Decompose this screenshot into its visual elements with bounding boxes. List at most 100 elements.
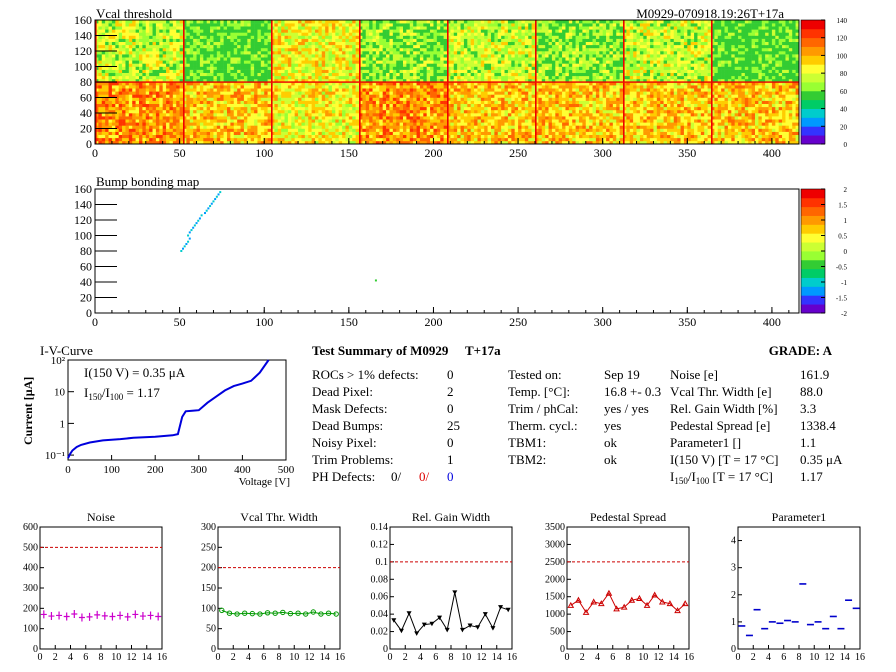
heatmap-cell (514, 106, 519, 111)
heatmap-cell (494, 26, 499, 30)
heatmap-cell (511, 128, 515, 132)
heatmap-cell (325, 29, 329, 33)
heatmap-cell (233, 134, 238, 139)
heatmap-cell (409, 125, 414, 129)
heatmap-cell (243, 44, 248, 49)
heatmap-cell (308, 116, 312, 120)
heatmap-cell (369, 128, 373, 132)
heatmap-cell (189, 140, 194, 145)
heatmap-cell (176, 97, 180, 101)
heatmap-cell (372, 125, 377, 129)
heatmap-cell (497, 72, 502, 77)
heatmap-cell (189, 23, 194, 27)
heatmap-cell (369, 23, 373, 27)
heatmap-cell (230, 131, 235, 135)
heatmap-cell (315, 91, 319, 95)
heatmap-cell (149, 88, 153, 92)
heatmap-cell (247, 100, 251, 104)
heatmap-cell (101, 47, 106, 52)
heatmap-cell (531, 97, 536, 101)
heatmap-cell (155, 32, 160, 36)
heatmap-cell (419, 44, 424, 49)
heatmap-cell (416, 82, 421, 86)
heatmap-cell (233, 82, 238, 86)
heatmap-cell (115, 122, 119, 126)
heatmap-cell (453, 54, 458, 58)
heatmap-cell (369, 20, 373, 24)
heatmap-cell (477, 97, 482, 101)
heatmap-cell (223, 106, 228, 111)
heatmap-cell (101, 103, 106, 108)
heatmap-cell (145, 78, 150, 83)
heatmap-cell (227, 69, 231, 73)
heatmap-cell (122, 106, 126, 111)
heatmap-cell (223, 97, 228, 101)
heatmap-cell (403, 97, 407, 101)
heatmap-cell (203, 134, 207, 139)
heatmap-cell (399, 51, 404, 55)
heatmap-cell (210, 100, 214, 104)
heatmap-cell (321, 128, 326, 132)
heatmap-cell (159, 82, 163, 86)
heatmap-cell (345, 63, 350, 67)
heatmap-cell (355, 100, 360, 104)
heatmap-cell (430, 26, 434, 30)
heatmap-cell (203, 41, 207, 46)
heatmap-cell (419, 85, 424, 89)
heatmap-cell (142, 26, 147, 30)
heatmap-cell (491, 140, 495, 145)
heatmap-cell (108, 100, 113, 104)
heatmap-cell (308, 44, 312, 49)
heatmap-cell (484, 91, 488, 95)
heatmap-cell (199, 35, 204, 39)
heatmap-cell (223, 44, 228, 49)
heatmap-cell (467, 88, 471, 92)
heatmap-cell (423, 66, 427, 70)
heatmap-cell (152, 103, 157, 108)
heatmap-cell (281, 109, 285, 114)
heatmap-cell (491, 131, 495, 135)
heatmap-cell (260, 119, 265, 123)
heatmap-cell (392, 103, 397, 108)
heatmap-cell (379, 131, 383, 135)
heatmap-cell (216, 66, 221, 70)
heatmap-cell (254, 38, 258, 42)
heatmap-cell (162, 109, 167, 114)
heatmap-cell (453, 78, 458, 83)
heatmap-cell (403, 131, 407, 135)
heatmap-cell (240, 137, 245, 142)
heatmap-cell (386, 23, 390, 27)
heatmap-cell (480, 51, 485, 55)
heatmap-cell (409, 119, 414, 123)
heatmap-cell (359, 41, 363, 46)
heatmap-cell (155, 20, 160, 24)
heatmap-cell (267, 23, 272, 27)
heatmap-cell (149, 44, 153, 49)
heatmap-cell (111, 69, 116, 73)
heatmap-cell (372, 88, 377, 92)
heatmap-cell (514, 109, 519, 114)
heatmap-cell (331, 88, 336, 92)
heatmap-cell (433, 119, 438, 123)
heatmap-cell (179, 134, 184, 139)
heatmap-cell (193, 69, 197, 73)
heatmap-cell (318, 41, 323, 46)
heatmap-cell (328, 103, 333, 108)
heatmap-cell (335, 32, 339, 36)
heatmap-cell (284, 113, 289, 117)
heatmap-cell (145, 113, 150, 117)
heatmap-cell (298, 106, 302, 111)
heatmap-cell (335, 91, 339, 95)
heatmap-cell (487, 122, 492, 126)
heatmap-cell (135, 69, 140, 73)
heatmap-cell (145, 122, 150, 126)
heatmap-cell (254, 91, 258, 95)
heatmap-cell (403, 57, 407, 61)
heatmap-cell (440, 75, 444, 80)
heatmap-cell (423, 85, 427, 89)
heatmap-cell (111, 57, 116, 61)
heatmap-cell (237, 44, 241, 49)
heatmap-cell (118, 119, 123, 123)
heatmap-cell (436, 97, 441, 101)
heatmap-cell (430, 57, 434, 61)
